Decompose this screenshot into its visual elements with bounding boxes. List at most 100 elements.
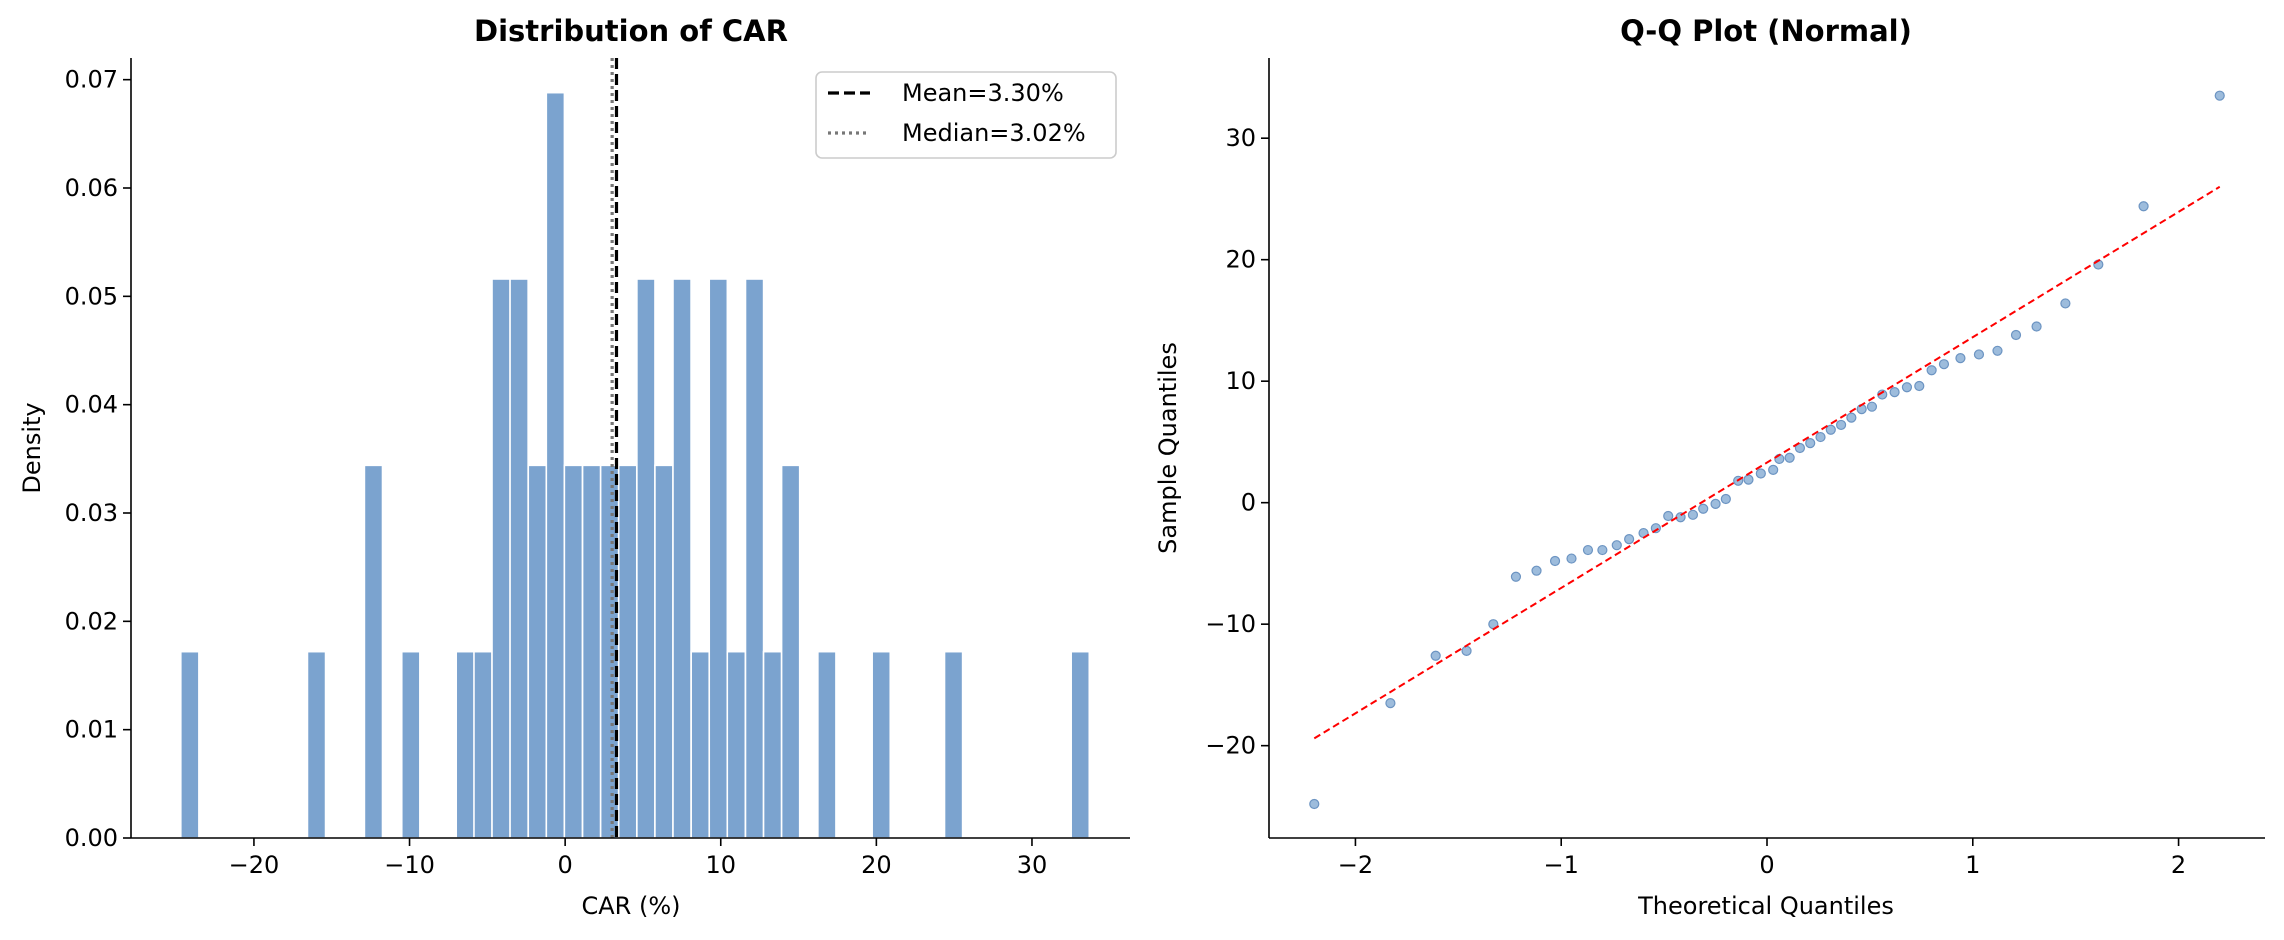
histogram-bar bbox=[527, 464, 548, 839]
qq-point bbox=[1914, 380, 1925, 392]
qq-point bbox=[2031, 321, 2042, 332]
qq-point bbox=[1743, 474, 1754, 485]
qq-plot-title: Q-Q Plot (Normal) bbox=[1620, 14, 1912, 48]
qq-point bbox=[1973, 349, 1985, 360]
histogram-y-tick-label: 0.00 bbox=[65, 824, 118, 852]
qq-point bbox=[1461, 645, 1472, 656]
histogram-panel: Distribution of CAR −20 −10 0 10 20 30 0.000.… bbox=[18, 14, 1130, 920]
qq-y-tick-label: −20 bbox=[1205, 732, 1256, 760]
qq-points bbox=[1309, 90, 2225, 810]
qq-x-label: Theoretical Quantiles bbox=[1637, 892, 1894, 920]
histogram-x-tick-label: 10 bbox=[705, 851, 736, 879]
qq-point bbox=[1698, 503, 1709, 514]
histogram-y-tick-label: 0.03 bbox=[65, 499, 118, 527]
qq-point bbox=[1687, 509, 1699, 520]
qq-y-tick-label: 20 bbox=[1225, 246, 1256, 274]
histogram-bar bbox=[744, 278, 765, 839]
histogram-y-tick-label: 0.02 bbox=[65, 607, 118, 635]
legend-mean-label: Mean=3.30% bbox=[902, 79, 1064, 107]
histogram-bar bbox=[563, 464, 584, 839]
qq-point bbox=[1784, 452, 1795, 463]
qq-x-tick-label: −2 bbox=[1338, 851, 1373, 879]
histogram-x-tick-label: 30 bbox=[1017, 851, 1048, 879]
histogram-x-tick-label: −20 bbox=[229, 851, 280, 879]
qq-point bbox=[1901, 382, 1913, 393]
qq-point bbox=[1597, 544, 1608, 556]
qq-y-tick-label: 30 bbox=[1225, 124, 1256, 152]
histogram-bar bbox=[509, 278, 529, 839]
qq-x-tick-label: 0 bbox=[1759, 851, 1774, 879]
histogram-bar bbox=[363, 464, 384, 839]
histogram-bar bbox=[871, 650, 892, 839]
qq-point bbox=[1889, 387, 1900, 398]
qq-point bbox=[1309, 798, 1320, 810]
histogram-y-tick-label: 0.07 bbox=[65, 66, 118, 94]
qq-point bbox=[1835, 419, 1847, 431]
histogram-legend: Mean=3.30% Median=3.02% bbox=[815, 71, 1117, 159]
qq-plot-panel: Q-Q Plot (Normal) −2 −1 0 1 2 −20−100102030 … bbox=[1154, 14, 2265, 920]
qq-point bbox=[1825, 424, 1836, 435]
qq-point bbox=[1815, 431, 1826, 443]
qq-point bbox=[2138, 201, 2149, 212]
qq-point bbox=[1794, 442, 1806, 454]
qq-point bbox=[1805, 438, 1816, 449]
qq-point bbox=[1566, 553, 1577, 564]
qq-y-tick-label: −10 bbox=[1205, 610, 1256, 638]
histogram-bar bbox=[455, 650, 476, 839]
qq-point bbox=[1510, 571, 1522, 582]
histogram-bar bbox=[654, 464, 674, 839]
histogram-y-ticks: 0.00 0.01 0.02 0.03 0.04 0.05 0.06 0.07 bbox=[65, 66, 131, 852]
histogram-bars bbox=[179, 91, 1091, 839]
qq-x-ticks: −2 −1 0 1 2 bbox=[1338, 838, 2186, 879]
qq-point bbox=[1866, 401, 1878, 412]
qq-point bbox=[1926, 365, 1937, 376]
histogram-x-tick-label: 20 bbox=[861, 851, 892, 879]
qq-point bbox=[1992, 345, 2003, 356]
histogram-x-tick-label: −10 bbox=[384, 851, 435, 879]
histogram-title: Distribution of CAR bbox=[474, 14, 788, 48]
histogram-bar bbox=[762, 650, 783, 839]
histogram-y-tick-label: 0.04 bbox=[65, 391, 118, 419]
histogram-x-ticks: −20 −10 0 10 20 30 bbox=[229, 838, 1048, 879]
qq-point bbox=[1663, 510, 1674, 522]
legend-median-label: Median=3.02% bbox=[902, 119, 1086, 147]
histogram-y-tick-label: 0.05 bbox=[65, 282, 118, 310]
qq-point bbox=[1430, 650, 1441, 661]
histogram-bar bbox=[690, 650, 711, 839]
qq-x-tick-label: 2 bbox=[2171, 851, 2186, 879]
histogram-y-tick-label: 0.06 bbox=[65, 174, 118, 202]
qq-point bbox=[2214, 90, 2225, 101]
qq-point bbox=[1755, 468, 1766, 479]
qq-x-tick-label: −1 bbox=[1544, 851, 1579, 879]
qq-point bbox=[1955, 352, 1966, 364]
qq-point bbox=[1549, 555, 1561, 567]
histogram-bar bbox=[726, 650, 747, 839]
legend-box bbox=[815, 71, 1117, 159]
histogram-bar bbox=[179, 650, 200, 839]
qq-point bbox=[1720, 493, 1731, 505]
histogram-bar bbox=[817, 650, 837, 839]
histogram-y-label: Density bbox=[18, 402, 46, 493]
qq-point bbox=[2060, 298, 2071, 309]
histogram-bar bbox=[780, 464, 801, 839]
qq-point bbox=[1768, 464, 1779, 475]
histogram-y-tick-label: 0.01 bbox=[65, 716, 118, 744]
histogram-stat-lines bbox=[610, 58, 619, 838]
histogram-bar bbox=[581, 464, 602, 839]
qq-point bbox=[1582, 544, 1594, 556]
qq-y-label: Sample Quantiles bbox=[1154, 342, 1182, 554]
histogram-bar bbox=[636, 278, 656, 839]
histogram-bar bbox=[306, 650, 327, 839]
histogram-bar bbox=[491, 278, 511, 839]
qq-x-tick-label: 1 bbox=[1965, 851, 1980, 879]
qq-point bbox=[1650, 523, 1661, 534]
histogram-bar bbox=[672, 278, 692, 839]
qq-point bbox=[1611, 540, 1622, 551]
qq-y-ticks: −20 −10 0 10 20 30 bbox=[1205, 124, 1269, 760]
qq-point bbox=[1531, 565, 1542, 576]
qq-point bbox=[1385, 698, 1396, 709]
qq-point bbox=[1846, 412, 1857, 423]
histogram-x-tick-label: 0 bbox=[558, 851, 573, 879]
qq-y-tick-label: 10 bbox=[1225, 367, 1256, 395]
